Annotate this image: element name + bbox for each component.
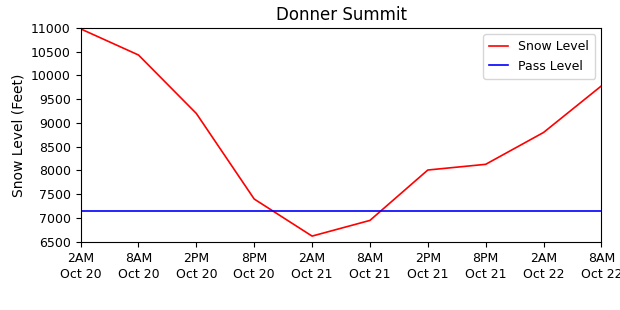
- Snow Level: [482, 162, 489, 166]
- Snow Level: [193, 112, 200, 115]
- Snow Level: [598, 84, 605, 88]
- Title: Donner Summit: Donner Summit: [275, 6, 407, 24]
- Pass Level: [77, 209, 84, 213]
- Snow Level: [308, 234, 316, 238]
- Snow Level: [250, 197, 258, 201]
- Pass Level: [135, 209, 142, 213]
- Legend: Snow Level, Pass Level: Snow Level, Pass Level: [483, 34, 595, 79]
- Line: Snow Level: Snow Level: [81, 29, 601, 236]
- Snow Level: [540, 131, 547, 134]
- Y-axis label: Snow Level (Feet): Snow Level (Feet): [11, 73, 25, 197]
- Snow Level: [366, 219, 374, 222]
- Snow Level: [77, 27, 84, 31]
- Snow Level: [135, 53, 142, 57]
- Snow Level: [424, 168, 432, 172]
